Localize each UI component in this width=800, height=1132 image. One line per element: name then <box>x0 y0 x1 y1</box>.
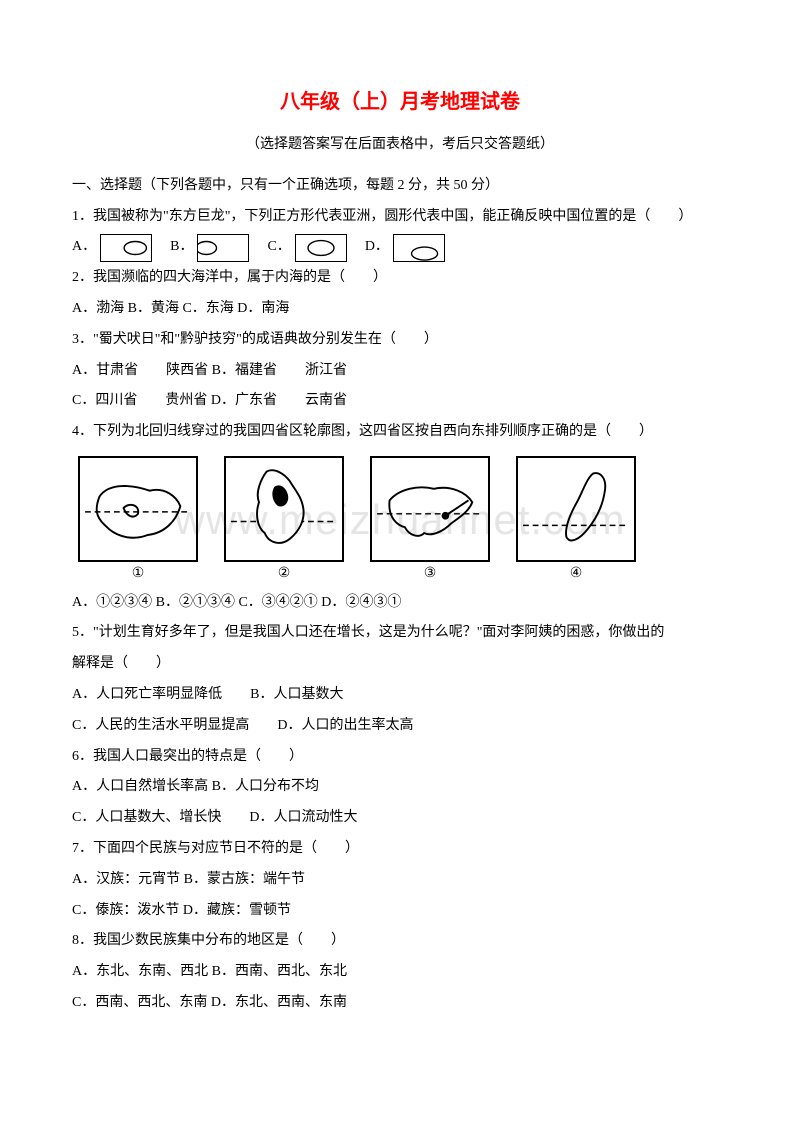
question-3-options-2: C．四川省 贵州省 D．广东省 云南省 <box>72 386 728 417</box>
option-c-image <box>295 234 347 262</box>
map-1-label: ① <box>132 564 145 584</box>
question-2-options: A．渤海 B．黄海 C．东海 D．南海 <box>72 294 728 325</box>
question-7: 7．下面四个民族与对应节日不符的是（ ） <box>72 834 728 865</box>
question-3: 3．"蜀犬吠日"和"黔驴技穷"的成语典故分别发生在（ ） <box>72 325 728 356</box>
map-2: ② <box>224 456 344 584</box>
option-b-image <box>197 234 249 262</box>
map-row: ① ② ③ <box>78 456 728 584</box>
option-a-label: A． <box>72 232 96 263</box>
option-a-image <box>100 234 152 262</box>
map-3: ③ <box>370 456 490 584</box>
map-3-label: ③ <box>424 564 437 584</box>
option-c-label: C． <box>267 232 290 263</box>
question-5-options-2: C．人民的生活水平明显提高 D．人口的出生率太高 <box>72 711 728 742</box>
map-row-wrap: ① ② ③ <box>72 456 728 584</box>
map-4-image <box>516 456 636 562</box>
question-4-options: A．①②③④ B．②①③④ C．③④②① D．②④③① <box>72 588 728 619</box>
map-1-image <box>78 456 198 562</box>
question-5-line1: 5．"计划生育好多年了，但是我国人口还在增长，这是为什么呢？"面对李阿姨的困惑，… <box>72 618 728 649</box>
question-5-options-1: A．人口死亡率明显降低 B．人口基数大 <box>72 680 728 711</box>
question-8: 8．我国少数民族集中分布的地区是（ ） <box>72 926 728 957</box>
question-1-options: A． B． C． D． <box>72 232 728 263</box>
question-7-options-1: A．汉族：元宵节 B．蒙古族：端午节 <box>72 865 728 896</box>
question-1: 1．我国被称为"东方巨龙"，下列正方形代表亚洲，圆形代表中国，能正确反映中国位置… <box>72 202 728 233</box>
question-5-line2: 解释是（ ） <box>72 649 728 680</box>
map-4: ④ <box>516 456 636 584</box>
question-4: 4．下列为北回归线穿过的我国四省区轮廓图，这四省区按自西向东排列顺序正确的是（ … <box>72 417 728 448</box>
question-2: 2．我国濒临的四大海洋中，属于内海的是（ ） <box>72 263 728 294</box>
question-8-options-2: C．西南、西北、东南 D．东北、西南、东南 <box>72 988 728 1019</box>
question-6-options-2: C．人口基数大、增长快 D．人口流动性大 <box>72 803 728 834</box>
option-b-label: B． <box>170 232 193 263</box>
map-3-image <box>370 456 490 562</box>
page-title: 八年级（上）月考地理试卷 <box>72 80 728 124</box>
section-heading: 一、选择题（下列各题中，只有一个正确选项，每题 2 分，共 50 分） <box>72 171 728 202</box>
question-6: 6．我国人口最突出的特点是（ ） <box>72 742 728 773</box>
question-8-options-1: A．东北、东南、西北 B．西南、西北、东北 <box>72 957 728 988</box>
option-d-label: D． <box>365 232 389 263</box>
question-3-options-1: A．甘肃省 陕西省 B．福建省 浙江省 <box>72 356 728 387</box>
page-subtitle: （选择题答案写在后面表格中，考后只交答题纸） <box>72 130 728 161</box>
question-6-options-1: A．人口自然增长率高 B．人口分布不均 <box>72 772 728 803</box>
map-1: ① <box>78 456 198 584</box>
map-4-label: ④ <box>570 564 583 584</box>
map-2-image <box>224 456 344 562</box>
map-2-label: ② <box>278 564 291 584</box>
question-7-options-2: C．傣族：泼水节 D．藏族：雪顿节 <box>72 896 728 927</box>
option-d-image <box>393 234 445 262</box>
